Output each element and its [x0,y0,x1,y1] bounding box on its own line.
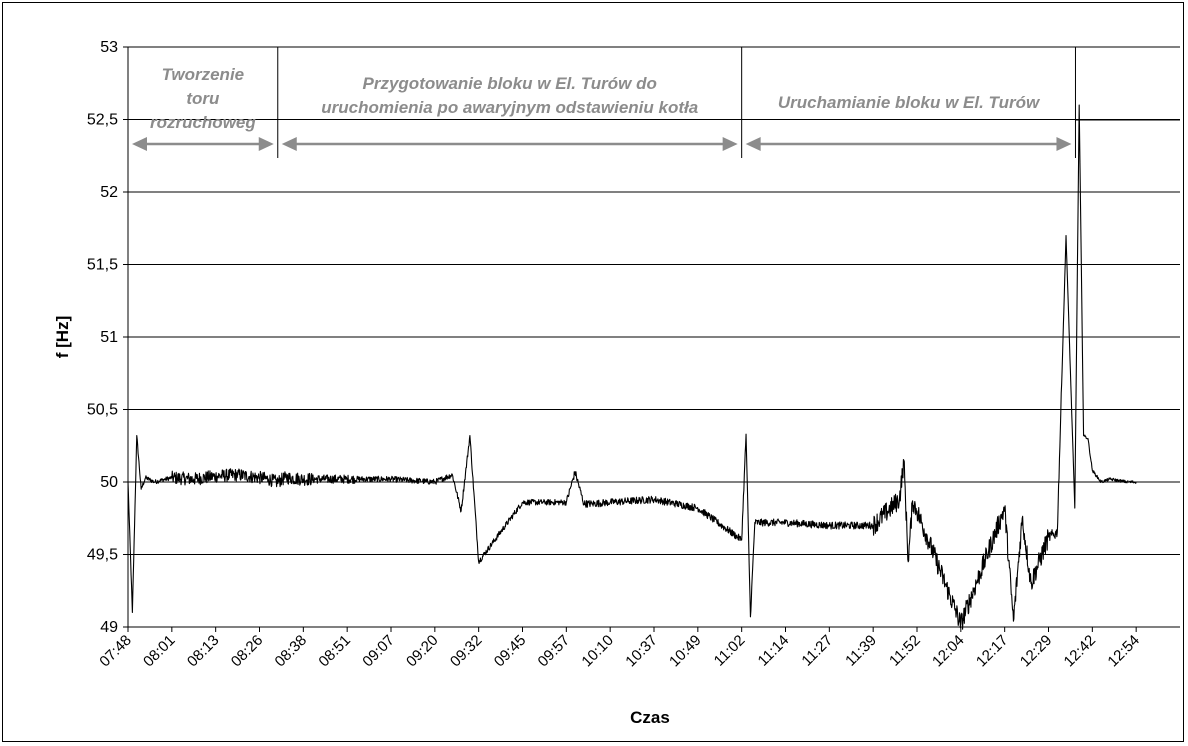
x-tick-label: 08:01 [140,632,179,671]
phase-arrow [132,137,274,151]
phase-label: Tworzenie [162,65,245,84]
x-tick-label: 12:04 [929,632,968,671]
y-tick-label: 51,5 [87,257,118,274]
x-axis-title: Czas [630,708,670,727]
x-tick-label: 11:02 [711,632,749,670]
x-tick-labels: 07:48 08:01 08:13 08:26 08:38 08:51 09:07 09:20… [96,632,1143,671]
x-tick-label: 10:37 [622,632,661,671]
x-tick-label: 12:54 [1104,632,1143,671]
x-tick-label: 11:52 [886,632,924,670]
phase-label: uruchomienia po awaryjnym odstawieniu ko… [321,98,698,117]
y-tick-label: 53 [100,39,118,56]
phase-label: Uruchamianie bloku w El. Turów [778,93,1041,112]
gridlines [128,46,1180,628]
x-tick-label: 08:38 [272,632,311,671]
phase-arrow [745,137,1072,151]
phase-label: rozruchoweg [150,113,256,132]
y-tick-label: 50,5 [87,402,118,419]
x-tick-label: 10:49 [666,632,705,671]
phase-arrow-head-left [745,137,761,151]
x-tick-label: 09:57 [535,632,574,671]
phase-annotations: Tworzenie toru rozruchoweg Przygotowanie bl… [132,47,1180,158]
phase-arrow-head-left [281,137,297,151]
phase-arrow [281,137,738,151]
x-tick-label: 09:45 [491,632,530,671]
x-tick-label: 09:07 [359,632,398,671]
axes [123,46,1180,632]
x-tick-label: 09:20 [403,632,442,671]
y-tick-label: 49,5 [87,547,118,564]
phase-arrow-head-left [132,137,147,151]
y-tick-label: 49 [100,619,118,636]
x-tick-label: 12:29 [1017,632,1056,671]
phase-arrow-head-right [258,137,274,151]
phase-label: Przygotowanie bloku w El. Turów do [363,74,657,93]
y-tick-label: 50 [100,474,118,491]
y-tick-label: 52 [100,184,118,201]
series-group [127,104,1137,630]
x-tick-label: 11:14 [755,632,793,670]
x-tick-label: 08:26 [228,632,267,671]
x-tick-label: 07:48 [96,632,135,671]
y-axis-title: f [Hz] [53,316,72,358]
y-tick-label: 52,5 [87,112,118,129]
x-tick-label: 12:17 [973,632,1012,671]
series-line-frequency [127,104,1137,630]
x-tick-label: 11:27 [798,632,836,670]
x-tick-label: 10:10 [578,632,617,671]
y-tick-labels: 49 49,5 50 50,5 51 51,5 52 52,5 53 [87,39,118,636]
y-tick-label: 51 [100,329,118,346]
phase-label: toru [186,89,220,108]
x-tick-label: 08:13 [184,632,223,671]
x-tick-label: 12:42 [1061,632,1100,671]
x-tick-label: 11:39 [842,632,880,670]
x-tick-label: 09:32 [447,632,486,671]
x-tick-label: 08:51 [315,632,354,671]
phase-arrow-head-right [722,137,738,151]
phase-arrow-head-right [1056,137,1072,151]
